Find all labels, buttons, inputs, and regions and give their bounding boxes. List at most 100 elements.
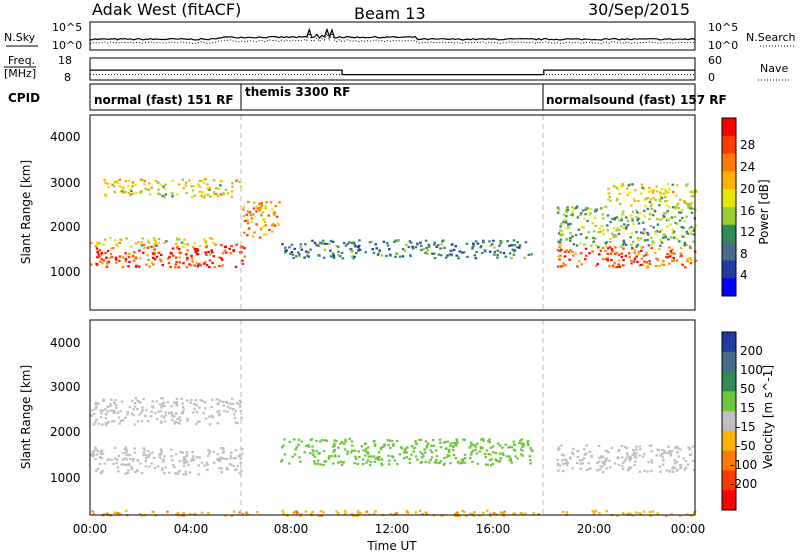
power-cells-cell xyxy=(626,194,629,197)
power-cells-cell xyxy=(98,249,102,252)
vel-cells-cell xyxy=(91,451,95,454)
power-cells-cell xyxy=(673,236,676,239)
power-cells-cell xyxy=(192,245,195,249)
vel-cells-cell xyxy=(232,464,235,467)
power-cells-cell xyxy=(207,250,210,254)
power-cells-cell xyxy=(224,245,227,248)
vel-cells-cell xyxy=(582,456,586,460)
power-cells-cell xyxy=(242,215,245,218)
power-cells-cell xyxy=(659,240,663,243)
power-cells-cell xyxy=(380,254,384,257)
power-cells-cell xyxy=(208,253,212,256)
vel-cells-cell xyxy=(148,465,151,468)
power-panel-frame xyxy=(89,114,696,311)
vel-cells-cell xyxy=(234,468,237,472)
power-cells-cell xyxy=(218,265,221,268)
vel-cells-cell xyxy=(182,456,186,459)
power-cells-cell xyxy=(293,247,296,250)
power-cells-cell xyxy=(686,259,689,262)
vel-cells-cell xyxy=(170,418,174,421)
power-cells-cell xyxy=(116,181,120,184)
vel-cells-cell xyxy=(390,439,394,442)
power-cells-cell xyxy=(178,238,181,241)
vel-cells-cell xyxy=(565,459,568,462)
vel-cells-cell xyxy=(222,447,225,450)
power-cells-cell xyxy=(196,247,199,251)
power-cells-cell xyxy=(607,247,610,250)
vel-cells-cell xyxy=(211,398,214,401)
power-cells-cell xyxy=(258,202,261,205)
power-cells-cell xyxy=(574,234,578,237)
power-cells-cell xyxy=(157,241,160,244)
vel-cells-cell xyxy=(138,413,141,416)
power-cells-cell xyxy=(625,187,629,190)
vel-cells-cell xyxy=(682,457,685,460)
vel-cells-cell xyxy=(366,451,369,454)
vel-cells-cell xyxy=(679,448,682,451)
power-cells-cell xyxy=(475,250,478,254)
vel-cells-cell xyxy=(293,438,296,441)
vel-cells-cell xyxy=(424,440,428,443)
vel-cells-cell xyxy=(237,455,241,458)
vel-cells-cell xyxy=(158,403,162,406)
power-cells-cell xyxy=(633,199,637,202)
vel-cells-cell xyxy=(206,463,210,466)
power-cells-cell xyxy=(224,251,228,254)
vel-cells-cell xyxy=(318,440,322,443)
power-cells-cell xyxy=(593,216,597,219)
vel-cells-cell xyxy=(208,423,212,426)
vel-cells-cell xyxy=(172,401,176,404)
vel-cells-cell xyxy=(175,403,179,406)
power-cells-cell xyxy=(643,239,647,242)
vel-cells-cell xyxy=(317,514,321,517)
vel-cells-cell xyxy=(635,452,638,455)
freq-tick-bottom: 8 xyxy=(64,71,71,84)
power-cells-cell xyxy=(394,255,397,258)
vel-cells-cell xyxy=(195,423,198,426)
vel-cells-cell xyxy=(576,450,579,453)
vel-cells-cell xyxy=(476,462,480,465)
vel-cells-cell xyxy=(192,458,196,461)
vel-cells-cell xyxy=(519,448,523,451)
power-cells-cell xyxy=(672,230,676,233)
velocity-colorbar-swatch xyxy=(722,371,736,392)
vel-cells-cell xyxy=(634,456,638,459)
vel-cells-cell xyxy=(304,510,308,513)
vel-cb-tick-m100: -100 xyxy=(730,458,757,472)
power-cells-cell xyxy=(666,182,670,186)
date-title: 30/Sep/2015 xyxy=(588,0,690,19)
power-cells-cell xyxy=(109,237,112,240)
vel-cells-cell xyxy=(629,456,632,459)
power-cells-cell xyxy=(595,264,598,267)
vel-cells-cell xyxy=(333,449,336,452)
vel-cells-cell xyxy=(113,410,116,413)
vel-cells-cell xyxy=(104,417,108,420)
vel-cells-cell xyxy=(569,457,572,460)
vel-cells-cell xyxy=(142,397,145,401)
power-cells-cell xyxy=(134,183,137,186)
power-cells-cell xyxy=(673,252,676,255)
power-cells-cell xyxy=(200,179,204,182)
power-cells-cell xyxy=(600,224,603,228)
power-cells-cell xyxy=(694,189,698,192)
power-cells-cell xyxy=(655,257,658,260)
power-cells-cell xyxy=(118,241,121,244)
vel-cells-cell xyxy=(184,470,187,473)
power-cells-cell xyxy=(598,227,602,230)
power-cells-cell xyxy=(176,245,179,248)
power-cells-cell xyxy=(299,246,302,249)
power-cells-cell xyxy=(415,242,419,245)
power-cells-cell xyxy=(107,260,110,263)
power-cells-cell xyxy=(630,232,633,235)
cpid-mode-2: themis 3300 RF xyxy=(245,85,350,99)
vel-cells-cell xyxy=(485,449,489,452)
vel-cells-cell xyxy=(671,467,674,470)
power-cells-cell xyxy=(606,214,610,217)
power-cells-cell xyxy=(556,249,560,252)
power-cells-cell xyxy=(252,213,255,216)
vel-cells-cell xyxy=(380,462,383,465)
power-cells-cell xyxy=(174,242,178,245)
power-cells-cell xyxy=(121,190,124,193)
power-cells-cell xyxy=(620,252,624,255)
vel-cells-cell xyxy=(234,410,237,413)
